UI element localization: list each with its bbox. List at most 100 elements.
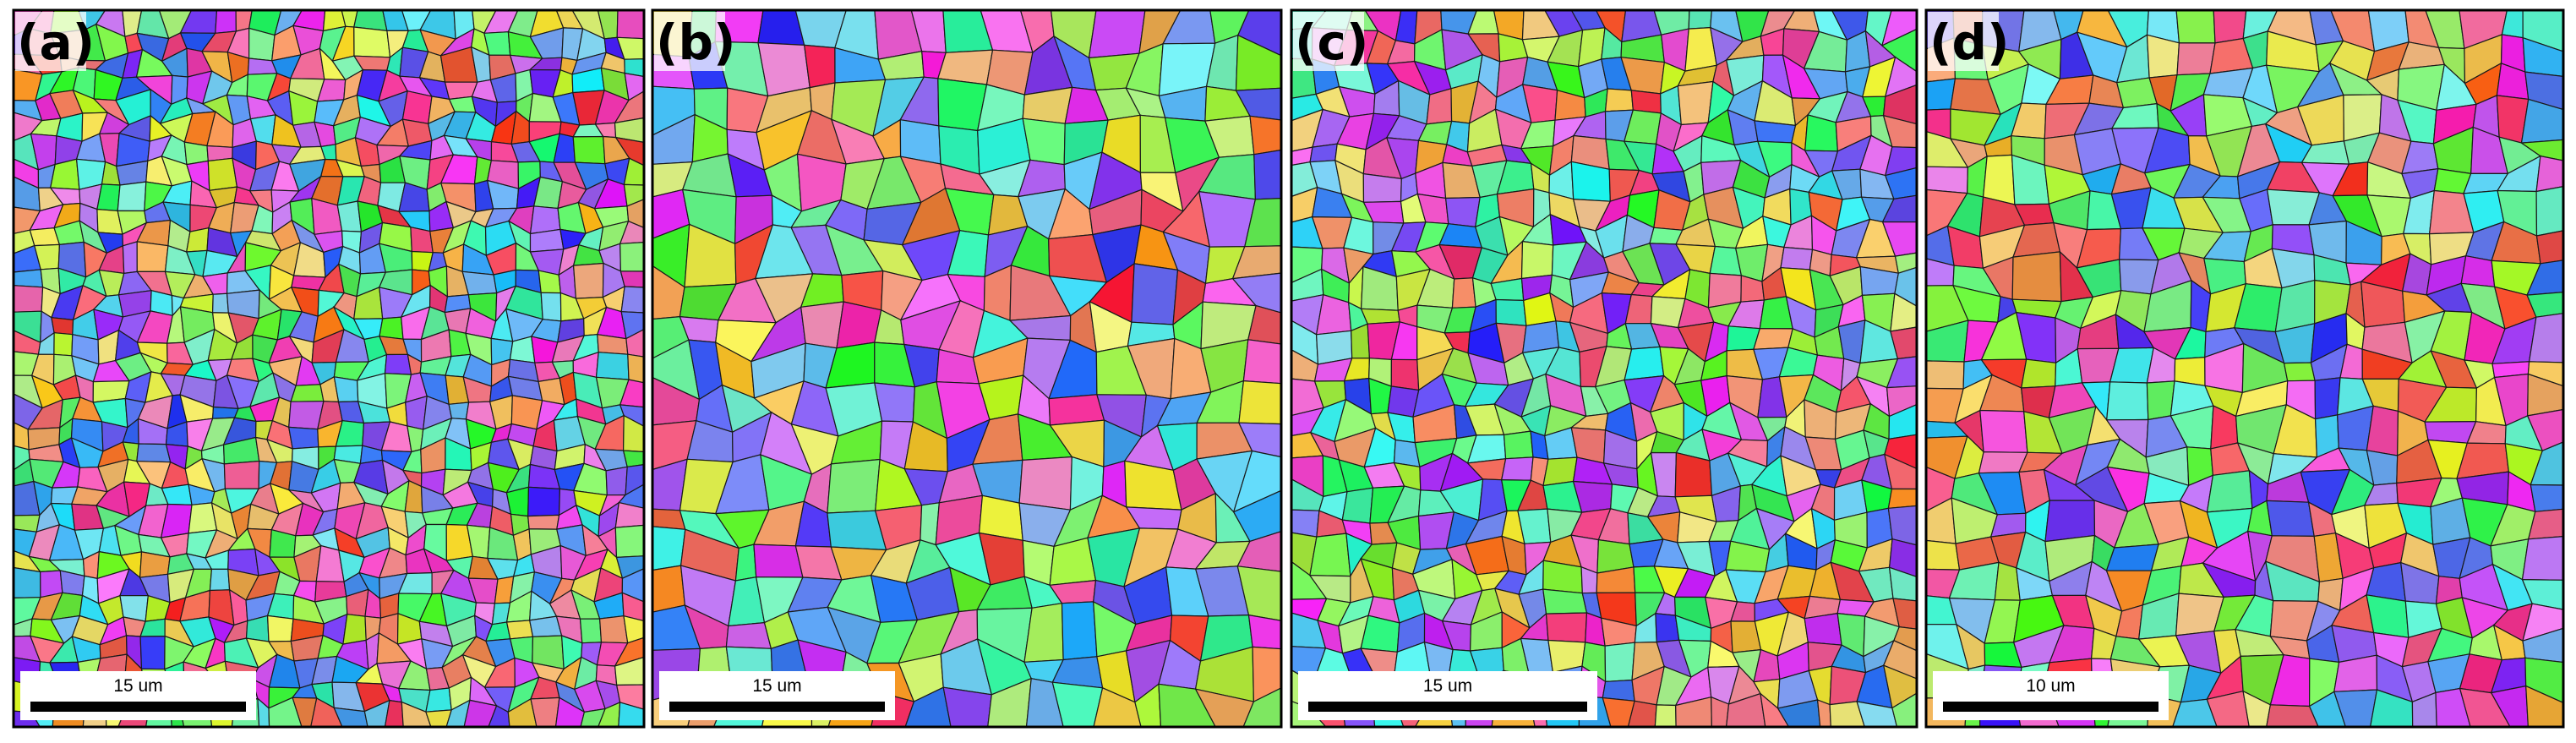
grain bbox=[1780, 246, 1814, 270]
grain bbox=[1804, 612, 1842, 646]
label-backdrop bbox=[1928, 12, 1999, 71]
grain bbox=[2105, 544, 2159, 571]
grain bbox=[1503, 430, 1534, 460]
grain bbox=[1309, 143, 1338, 163]
panel-label: (b) bbox=[656, 14, 736, 71]
grain bbox=[448, 402, 470, 420]
grain bbox=[652, 565, 686, 613]
grain bbox=[1925, 360, 1965, 390]
grain bbox=[1061, 601, 1098, 661]
grain bbox=[13, 285, 44, 313]
panel: (d) 10 um bbox=[1924, 8, 2565, 729]
grain bbox=[1500, 456, 1534, 481]
grain bbox=[1291, 509, 1320, 538]
grain bbox=[616, 9, 645, 40]
grain bbox=[540, 292, 562, 322]
grain bbox=[342, 614, 367, 645]
grain bbox=[804, 44, 836, 89]
grain bbox=[800, 301, 844, 349]
grain bbox=[53, 332, 74, 357]
grain bbox=[622, 450, 645, 467]
grain bbox=[1887, 488, 1918, 509]
grain bbox=[595, 352, 630, 380]
grain bbox=[2521, 535, 2564, 581]
grain bbox=[874, 382, 916, 423]
grain bbox=[207, 157, 238, 191]
grain bbox=[1604, 88, 1634, 112]
grain bbox=[13, 566, 41, 599]
grain bbox=[2020, 358, 2057, 389]
grain bbox=[529, 228, 565, 253]
grain bbox=[1753, 328, 1793, 350]
grain bbox=[117, 181, 147, 212]
panel-label: (d) bbox=[1929, 14, 2010, 71]
panel-border bbox=[1924, 8, 2565, 729]
grain bbox=[1390, 358, 1420, 391]
grain bbox=[1360, 615, 1400, 653]
panel-border bbox=[651, 8, 1283, 729]
grain bbox=[505, 620, 534, 640]
scale-bar-label: 15 um bbox=[1423, 676, 1472, 696]
grain bbox=[1654, 704, 1677, 728]
scale-bar bbox=[669, 702, 885, 712]
grain bbox=[2283, 362, 2316, 382]
grain bbox=[1249, 115, 1282, 156]
panel-border bbox=[12, 8, 646, 729]
grain bbox=[211, 292, 229, 314]
grain bbox=[827, 458, 881, 514]
panel: (a) 15 um bbox=[12, 8, 646, 729]
grain bbox=[942, 686, 992, 728]
grain bbox=[1688, 9, 1712, 30]
grain bbox=[605, 466, 628, 496]
grain bbox=[209, 568, 231, 592]
grain bbox=[2175, 9, 2216, 44]
grain bbox=[2266, 500, 2315, 538]
grain bbox=[1545, 612, 1588, 643]
grain bbox=[572, 135, 606, 165]
grain bbox=[185, 227, 210, 253]
grain bbox=[2213, 9, 2247, 44]
scale-bar bbox=[1308, 702, 1587, 712]
grain bbox=[401, 90, 433, 124]
scale-bar-box bbox=[1933, 671, 2169, 720]
grain bbox=[1677, 80, 1714, 126]
grain bbox=[1247, 614, 1282, 650]
grain bbox=[1242, 339, 1282, 385]
grain bbox=[2176, 42, 2216, 76]
grain bbox=[620, 286, 645, 314]
scale-bar bbox=[1943, 702, 2158, 712]
grain bbox=[619, 241, 645, 272]
grain bbox=[1238, 380, 1282, 425]
grain bbox=[136, 443, 172, 463]
grain bbox=[598, 615, 629, 644]
grain bbox=[1979, 409, 2028, 453]
grain bbox=[223, 460, 260, 489]
grain bbox=[2460, 254, 2496, 287]
label-backdrop bbox=[15, 12, 86, 71]
grain bbox=[1495, 298, 1527, 326]
grain bbox=[384, 353, 412, 375]
grain bbox=[215, 9, 237, 34]
grain bbox=[1816, 699, 1831, 728]
grain bbox=[1131, 263, 1179, 325]
grain bbox=[353, 26, 391, 58]
label-backdrop bbox=[1293, 12, 1364, 71]
scale-bar-box bbox=[20, 671, 256, 720]
label-backdrop bbox=[654, 12, 725, 71]
grain bbox=[753, 544, 804, 578]
panel: (b) 15 um bbox=[651, 8, 1283, 729]
grain bbox=[461, 270, 498, 296]
grain bbox=[1018, 456, 1072, 511]
grain bbox=[136, 241, 169, 272]
grain bbox=[619, 270, 645, 288]
grain bbox=[139, 551, 171, 578]
grain bbox=[1925, 539, 1961, 571]
grain bbox=[290, 384, 325, 402]
grain bbox=[379, 316, 404, 340]
grain bbox=[51, 317, 74, 336]
grain bbox=[2106, 381, 2149, 421]
grain bbox=[1341, 487, 1374, 524]
grain bbox=[1362, 172, 1402, 203]
grain bbox=[725, 621, 772, 649]
